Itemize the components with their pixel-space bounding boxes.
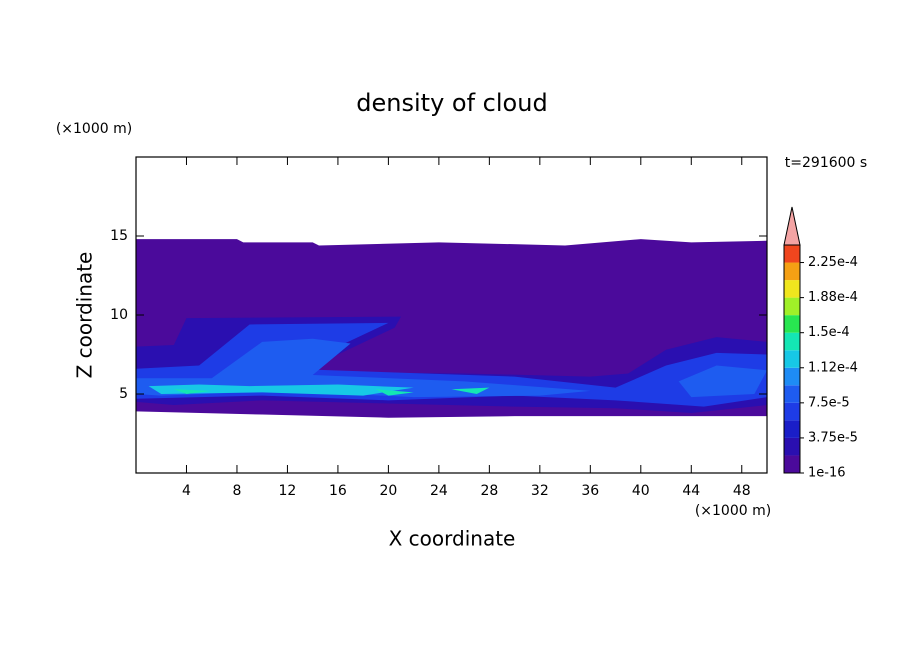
- x-tick-label: 36: [581, 483, 599, 499]
- x-tick-label: 4: [182, 483, 191, 499]
- colorbar-tick-label: 7.5e-5: [808, 395, 850, 410]
- colorbar-band: [784, 385, 800, 403]
- x-tick-label: 28: [480, 483, 498, 499]
- colorbar-band: [784, 262, 800, 281]
- x-tick-label: 8: [232, 483, 241, 499]
- colorbar-band: [784, 245, 800, 263]
- colorbar-band: [784, 280, 800, 298]
- contour-region: [136, 338, 591, 398]
- contour-region: [678, 365, 767, 398]
- y-tick-label: 10: [110, 307, 128, 323]
- x-tick-label: 24: [430, 483, 448, 499]
- colorbar-band: [784, 455, 800, 473]
- colorbar-tick-label: 1.12e-4: [808, 360, 858, 375]
- contour-region: [148, 384, 414, 396]
- colorbar-tick-label: 1e-16: [808, 466, 846, 481]
- colorbar-tick-label: 1.88e-4: [808, 290, 858, 305]
- colorbar-band: [784, 402, 800, 421]
- x-tick-label: 16: [329, 483, 347, 499]
- colorbar-band: [784, 350, 800, 368]
- y-axis-label: Z coordinate: [73, 252, 97, 379]
- x-tick-label: 48: [733, 483, 751, 499]
- colorbar-band: [784, 437, 800, 456]
- colorbar-tick-label: 2.25e-4: [808, 255, 858, 270]
- contour-region: [173, 389, 212, 394]
- y-tick-label: 15: [110, 228, 128, 244]
- colorbar-band: [784, 315, 800, 333]
- y-unit: (×1000 m): [56, 121, 132, 137]
- x-axis-label: X coordinate: [389, 527, 516, 551]
- x-tick-label: 12: [279, 483, 297, 499]
- time-label: t=291600 s: [785, 155, 867, 171]
- x-unit: (×1000 m): [695, 503, 771, 519]
- x-tick-label: 20: [379, 483, 397, 499]
- colorbar-band: [784, 420, 800, 438]
- colorbar-extend: [783, 206, 801, 246]
- x-tick-label: 32: [531, 483, 549, 499]
- chart-title: density of cloud: [356, 89, 547, 117]
- x-tick-label: 44: [682, 483, 700, 499]
- colorbar-tick-label: 3.75e-5: [808, 430, 858, 445]
- colorbar-band: [784, 297, 800, 316]
- colorbar-band: [784, 367, 800, 386]
- x-tick-label: 40: [632, 483, 650, 499]
- y-tick-label: 5: [119, 386, 128, 402]
- contour-region: [375, 389, 414, 396]
- colorbar-band: [784, 332, 800, 351]
- colorbar-tick-label: 1.5e-4: [808, 325, 850, 340]
- colorbar-frame: [783, 244, 801, 474]
- contour-region: [451, 387, 490, 394]
